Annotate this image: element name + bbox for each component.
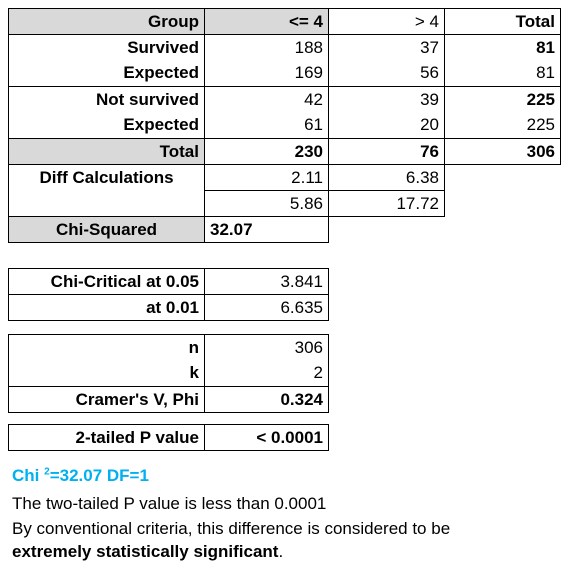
summary-line-3-bold: extremely statistically significant bbox=[12, 542, 279, 561]
cramer-row: Cramer's V, Phi 0.324 bbox=[8, 386, 329, 413]
header-row: Group <= 4 > 4 Total bbox=[8, 8, 561, 35]
chi-rest: =32.07 DF=1 bbox=[49, 466, 149, 485]
not-survived-expected-c1: 61 bbox=[204, 112, 329, 139]
diff-label-spacer bbox=[8, 190, 205, 217]
contingency-table: Group <= 4 > 4 Total Survived 188 37 81 … bbox=[8, 8, 561, 243]
diff-r1c2: 6.38 bbox=[328, 164, 445, 191]
critical-01-label: at 0.01 bbox=[8, 294, 205, 321]
not-survived-c1: 42 bbox=[204, 86, 329, 113]
n-value: 306 bbox=[204, 334, 329, 361]
cramer-value: 0.324 bbox=[204, 386, 329, 413]
survived-expected-c1: 169 bbox=[204, 60, 329, 87]
empty-cell bbox=[445, 217, 561, 243]
critical-05-label: Chi-Critical at 0.05 bbox=[8, 268, 205, 295]
survived-expected-label: Expected bbox=[8, 60, 205, 87]
chi-superscript: 2 bbox=[44, 466, 50, 478]
header-total: Total bbox=[444, 8, 561, 35]
header-group: Group bbox=[8, 8, 205, 35]
survived-expected-row: Expected 169 56 81 bbox=[8, 60, 561, 87]
stats-table: n 306 k 2 Cramer's V, Phi 0.324 bbox=[8, 334, 329, 413]
chi-squared-value: 32.07 bbox=[204, 216, 329, 243]
total-total: 306 bbox=[444, 138, 561, 165]
diff-row-2: 5.86 17.72 bbox=[8, 190, 561, 217]
not-survived-expected-label: Expected bbox=[8, 112, 205, 139]
diff-r2c1: 5.86 bbox=[204, 190, 329, 217]
header-col1: <= 4 bbox=[204, 8, 329, 35]
diff-row-1: Diff Calculations 2.11 6.38 bbox=[8, 164, 561, 191]
survived-label: Survived bbox=[8, 34, 205, 61]
pvalue-row: 2-tailed P value < 0.0001 bbox=[8, 424, 329, 451]
n-row: n 306 bbox=[8, 334, 329, 361]
empty-cell bbox=[445, 191, 561, 217]
survived-row: Survived 188 37 81 bbox=[8, 34, 561, 61]
chi-summary: Chi 2=32.07 DF=1 bbox=[12, 466, 149, 486]
not-survived-row: Not survived 42 39 225 bbox=[8, 86, 561, 113]
header-col2: > 4 bbox=[328, 8, 445, 35]
survived-c1: 188 bbox=[204, 34, 329, 61]
total-row: Total 230 76 306 bbox=[8, 138, 561, 165]
not-survived-expected-total: 225 bbox=[444, 112, 561, 139]
critical-05-row: Chi-Critical at 0.05 3.841 bbox=[8, 268, 329, 295]
survived-expected-c2: 56 bbox=[328, 60, 445, 87]
k-row: k 2 bbox=[8, 360, 329, 387]
diff-r1c1: 2.11 bbox=[204, 164, 329, 191]
pvalue-value: < 0.0001 bbox=[204, 424, 329, 451]
survived-total: 81 bbox=[444, 34, 561, 61]
survived-expected-total: 81 bbox=[444, 60, 561, 87]
chi-prefix: Chi bbox=[12, 466, 40, 485]
critical-values-table: Chi-Critical at 0.05 3.841 at 0.01 6.635 bbox=[8, 268, 329, 321]
total-label: Total bbox=[8, 138, 205, 165]
summary-line-3: extremely statistically significant. bbox=[12, 542, 283, 562]
n-label: n bbox=[8, 334, 205, 361]
cramer-label: Cramer's V, Phi bbox=[8, 386, 205, 413]
critical-01-row: at 0.01 6.635 bbox=[8, 294, 329, 321]
summary-line-1: The two-tailed P value is less than 0.00… bbox=[12, 494, 327, 513]
k-value: 2 bbox=[204, 360, 329, 387]
diff-label: Diff Calculations bbox=[8, 164, 205, 191]
diff-r2c2: 17.72 bbox=[328, 190, 445, 217]
empty-cell bbox=[445, 165, 561, 191]
empty-cell bbox=[329, 217, 445, 243]
not-survived-total: 225 bbox=[444, 86, 561, 113]
not-survived-c2: 39 bbox=[328, 86, 445, 113]
total-c2: 76 bbox=[328, 138, 445, 165]
not-survived-expected-c2: 20 bbox=[328, 112, 445, 139]
not-survived-expected-row: Expected 61 20 225 bbox=[8, 112, 561, 139]
pvalue-table: 2-tailed P value < 0.0001 bbox=[8, 424, 329, 451]
not-survived-label: Not survived bbox=[8, 86, 205, 113]
critical-01-value: 6.635 bbox=[204, 294, 329, 321]
pvalue-label: 2-tailed P value bbox=[8, 424, 205, 451]
k-label: k bbox=[8, 360, 205, 387]
chi-squared-label: Chi-Squared bbox=[8, 216, 205, 243]
chi-squared-row: Chi-Squared 32.07 bbox=[8, 216, 561, 243]
survived-c2: 37 bbox=[328, 34, 445, 61]
summary-line-3-end: . bbox=[278, 542, 284, 561]
total-c1: 230 bbox=[204, 138, 329, 165]
critical-05-value: 3.841 bbox=[204, 268, 329, 295]
summary-line-2: By conventional criteria, this differenc… bbox=[12, 519, 451, 538]
